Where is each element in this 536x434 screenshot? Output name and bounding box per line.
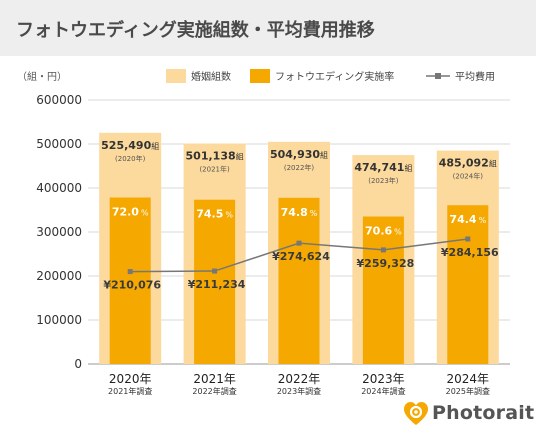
data-sublabel-year: (2021年) [199, 164, 230, 173]
page-title: フォトウエディング実施組数・平均費用推移 [16, 20, 375, 41]
data-sublabel-year: (2024年) [453, 172, 484, 181]
data-label-rate: 74.4% [449, 213, 486, 226]
chart: （組・円） 婚姻組数 フォトウエディング実施率 平均費用 0 100000 200000 30… [17, 69, 510, 396]
y-tick-label: 100000 [36, 313, 82, 327]
header: フォトウエディング実施組数・平均費用推移 [0, 0, 536, 56]
marker-average-cost [380, 247, 386, 253]
brand-logo: Photorait [403, 400, 535, 428]
bar-photo-wedding-rate [362, 216, 404, 364]
data-label-average-cost: ¥259,328 [357, 257, 415, 270]
x-tick-sublabel: 2024年調査 [361, 386, 405, 396]
bar-photo-wedding-rate [194, 199, 236, 364]
x-tick-label: 2024年 [447, 372, 490, 386]
legend-label-marriages: 婚姻組数 [191, 70, 231, 83]
data-label-marriages: 504,930組 [270, 148, 328, 161]
x-tick-label: 2023年 [362, 372, 405, 386]
y-tick-label: 300000 [36, 225, 82, 239]
marker-average-cost [465, 236, 471, 242]
legend-marker-avg [435, 73, 441, 79]
y-tick-label: 0 [74, 357, 82, 371]
data-label-marriages: 525,490組 [101, 139, 159, 152]
x-tick-sublabel: 2021年調査 [108, 386, 152, 396]
data-label-average-cost: ¥284,156 [441, 246, 499, 259]
legend-label-avg: 平均費用 [455, 70, 495, 83]
y-tick-label: 500000 [36, 137, 82, 151]
x-tick-sublabel: 2022年調査 [192, 386, 236, 396]
x-tick-sublabel: 2023年調査 [277, 386, 321, 396]
data-label-rate: 70.6% [365, 225, 402, 238]
data-label-marriages: 485,092組 [439, 157, 497, 170]
bar-photo-wedding-rate [278, 197, 320, 364]
data-label-rate: 72.0% [112, 206, 149, 219]
bar-photo-wedding-rate [109, 197, 151, 364]
data-label-marriages: 474,741組 [354, 161, 412, 174]
legend-label-rate: フォトウエディング実施率 [275, 70, 394, 83]
data-sublabel-year: (2023年) [368, 176, 399, 185]
y-tick-label: 200000 [36, 269, 82, 283]
data-sublabel-year: (2022年) [284, 163, 315, 172]
data-label-average-cost: ¥210,076 [103, 279, 161, 292]
y-axis-label: （組・円） [17, 70, 67, 83]
data-label-rate: 74.5% [196, 208, 233, 221]
data-label-rate: 74.8% [281, 206, 318, 219]
legend-swatch-rate [250, 69, 270, 83]
data-label-average-cost: ¥211,234 [188, 278, 246, 291]
data-sublabel-year: (2020年) [115, 154, 146, 163]
y-tick-label: 400000 [36, 181, 82, 195]
marker-average-cost [212, 268, 218, 274]
bar-photo-wedding-rate [447, 205, 489, 364]
data-label-marriages: 501,138組 [186, 149, 244, 162]
brand-name: Photorait [432, 402, 535, 424]
x-tick-sublabel: 2025年調査 [446, 386, 490, 396]
data-label-average-cost: ¥274,624 [272, 250, 330, 263]
x-tick-label: 2021年 [193, 372, 236, 386]
y-tick-label: 600000 [36, 93, 82, 107]
marker-average-cost [296, 240, 302, 246]
legend-swatch-marriages [166, 69, 186, 83]
x-tick-label: 2020年 [109, 372, 152, 386]
heart-camera-icon [404, 402, 428, 425]
marker-average-cost [127, 269, 133, 275]
x-tick-label: 2022年 [278, 372, 321, 386]
